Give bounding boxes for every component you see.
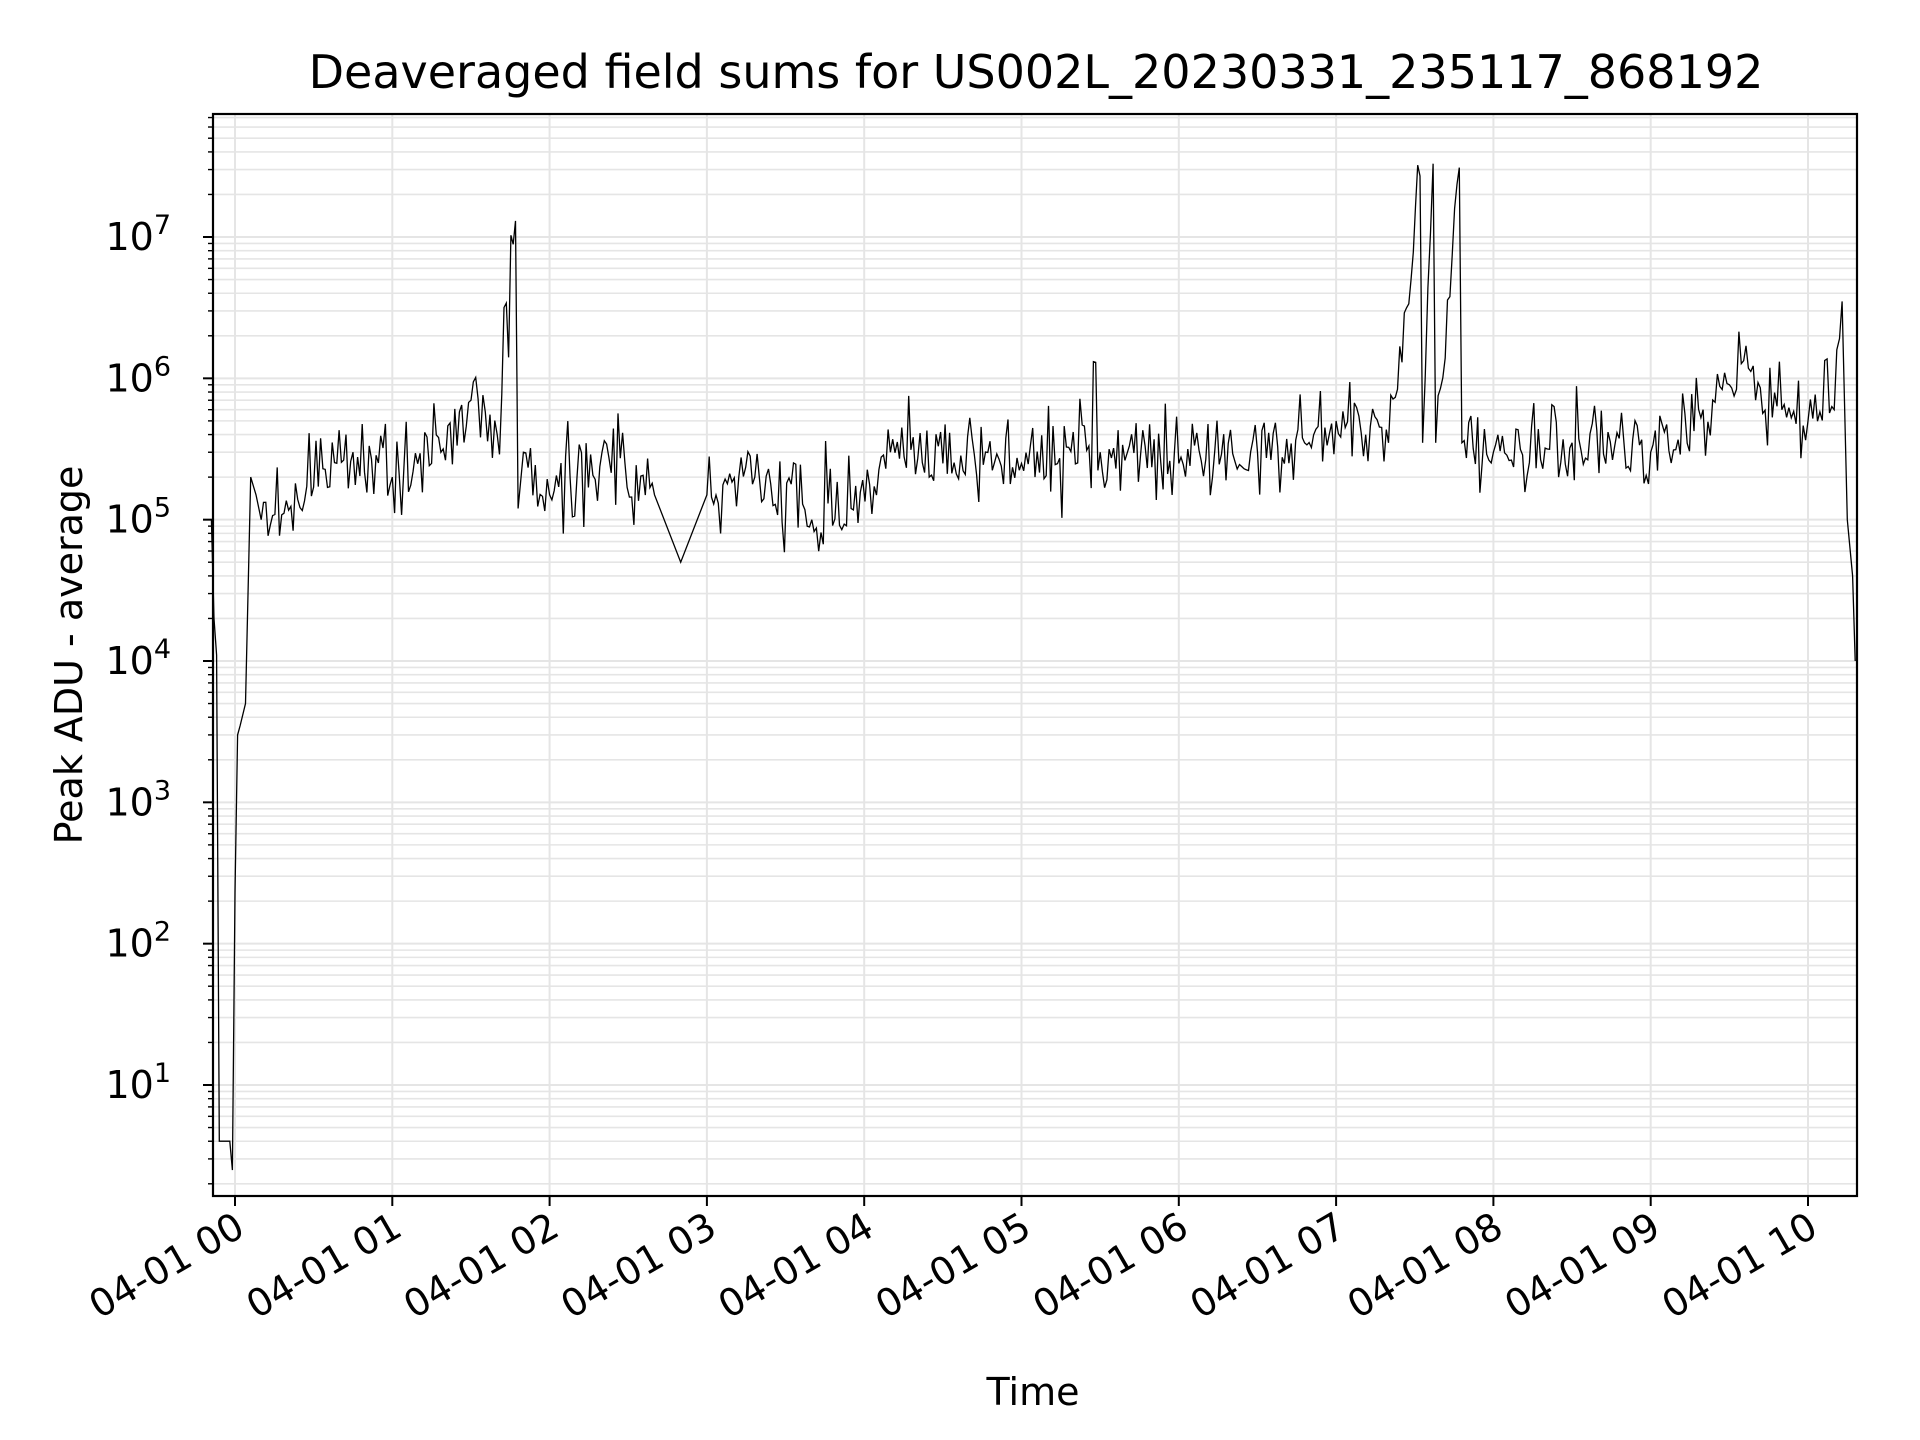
series-line [210,163,1856,1171]
x-tick-label: 04-01 02 [396,1204,566,1328]
y-tick-label: 106 [105,351,171,400]
x-tick-label: 04-01 10 [1655,1204,1825,1328]
x-tick-label: 04-01 09 [1497,1204,1667,1328]
y-tick-label: 107 [105,210,171,259]
x-tick-label: 04-01 04 [711,1204,881,1328]
chart-title: Deaveraged field sums for US002L_2023033… [309,45,1764,99]
x-tick-label: 04-01 07 [1183,1204,1353,1328]
x-tick-label: 04-01 06 [1025,1204,1195,1328]
y-tick-label: 105 [105,493,171,542]
x-axis-label: Time [986,1370,1080,1414]
y-axis-label: Peak ADU - average [47,466,91,845]
y-tick-label: 102 [105,917,171,966]
x-tick-label: 04-01 08 [1340,1204,1510,1328]
grid [213,114,1857,1196]
y-tick-label: 104 [105,634,171,683]
x-tick-label: 04-01 05 [868,1204,1038,1328]
x-tick-label: 04-01 03 [553,1204,723,1328]
x-tick-label: 04-01 00 [82,1204,252,1328]
y-tick-label: 101 [105,1058,171,1107]
x-tick-label: 04-01 01 [239,1204,409,1328]
y-tick-label: 103 [105,775,171,824]
plot-frame [211,112,1859,1198]
y-axis: 101 102 103 104 105 106 107 [105,116,213,1185]
